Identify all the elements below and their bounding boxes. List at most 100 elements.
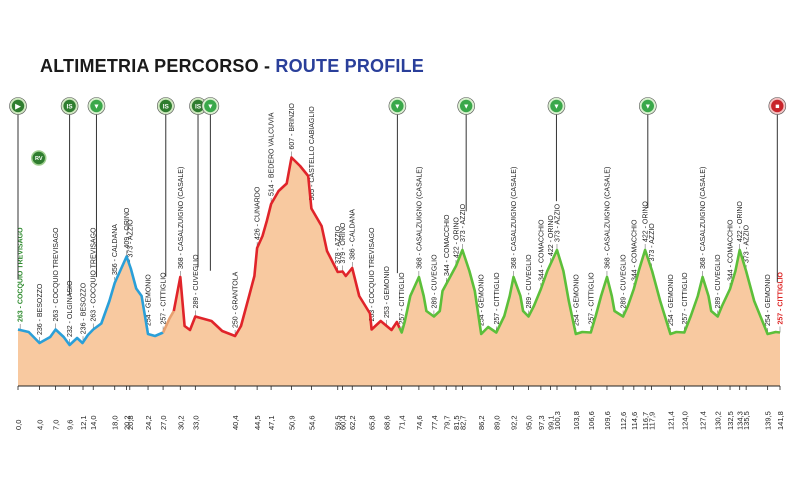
km-tick-label: 59,5 — [334, 415, 343, 430]
place-label: 356 - CALDANA — [112, 224, 119, 275]
place-label: 422 - ORINO — [548, 215, 555, 256]
kom-icon-glyph: ▼ — [463, 104, 470, 111]
profile-line-tan — [161, 310, 175, 334]
place-label: 257 - CITTIGLIO — [778, 271, 785, 324]
sprint-icon-glyph: IS — [67, 104, 74, 111]
km-tick-label: 109,6 — [603, 411, 612, 430]
place-label: 254 - GEMONIO — [765, 274, 772, 326]
place-label: 514 - BEDERO VALCUVIA — [269, 112, 276, 196]
km-tick-label: 54,6 — [307, 415, 316, 430]
kom-icon-inner — [90, 99, 103, 113]
place-label: 607 - BRINZIO — [289, 103, 296, 150]
place-label: 263 - COCQUIO TREVISAGO — [91, 227, 98, 322]
place-label: 378 - AZZIO — [335, 225, 342, 264]
km-tick-label: 40,4 — [231, 415, 240, 430]
km-tick-label: 7,0 — [52, 420, 61, 430]
kom-icon-glyph: ▼ — [394, 104, 401, 111]
km-tick-label: 127,4 — [699, 411, 708, 430]
profile-line-red — [172, 156, 401, 338]
kom-icon-inner — [204, 99, 217, 113]
place-label: 289 - CUVEGLIO — [193, 254, 200, 309]
km-tick-label: 71,4 — [398, 415, 407, 430]
km-tick-label: 135,5 — [742, 411, 751, 430]
start-icon-inner — [11, 99, 25, 113]
place-label: 422 - ORINO — [643, 201, 650, 242]
place-label: 379 - ORINO — [340, 222, 347, 263]
place-label: 289 - CUVEGLIO — [621, 254, 628, 309]
place-label: 368 - CASALZUIGNO (CASALE) — [178, 167, 185, 269]
place-label: 257 - CITTIGLIO — [588, 272, 595, 325]
km-tick-label: 4,0 — [35, 420, 44, 430]
km-tick-label: 106,6 — [587, 411, 596, 430]
place-label: 254 - GEMONIO — [573, 274, 580, 326]
place-label: 236 - BESOZZO — [37, 283, 44, 335]
badge-icon — [30, 150, 47, 166]
sprint-icon-inner — [159, 99, 172, 113]
km-tick-label: 65,8 — [368, 415, 377, 430]
title-part2: ROUTE PROFILE — [275, 56, 425, 76]
km-tick-label: 97,3 — [537, 415, 546, 430]
place-label: 289 - CUVEGLIO — [526, 254, 533, 309]
km-tick-label: 0,0 — [14, 420, 23, 430]
km-tick-label: 68,6 — [383, 415, 392, 430]
km-tick-label: 121,4 — [666, 411, 675, 430]
place-label: 368 - CASALZUIGNO (CASALE) — [604, 167, 611, 269]
kom-icon-inner — [550, 99, 563, 113]
km-tick-label: 24,2 — [144, 415, 153, 430]
place-label: 236 - BESOZZO — [81, 282, 88, 334]
place-label: 344 - COMACCHIO — [538, 219, 545, 281]
place-label: 263 - COCQUIO TREVISAGO — [369, 227, 376, 322]
place-label: 344 - COMACCHIO — [631, 219, 638, 281]
place-label: 254 - GEMONIO — [479, 274, 486, 326]
km-tick-label: 114,6 — [630, 412, 639, 430]
km-tick-label: 81,5 — [452, 415, 461, 430]
place-label: 289 - CUVEGLIO — [715, 254, 722, 309]
chart-title: ALTIMETRIA PERCORSO - ROUTE PROFILE — [40, 56, 424, 77]
km-tick-label: 134,3 — [736, 411, 745, 430]
kom-icon-glyph: ▼ — [207, 104, 214, 111]
km-tick-label: 99,1 — [547, 415, 556, 430]
km-tick-label: 18,0 — [111, 415, 120, 430]
place-label: 263 - COCQUIO TREVISAGO — [53, 227, 60, 322]
place-label: 373 - AZZIO — [744, 224, 751, 263]
km-tick-label: 62,2 — [348, 415, 357, 430]
badge-icon-text: RV — [35, 156, 43, 162]
km-tick-label: 89,0 — [492, 415, 501, 430]
km-tick-label: 30,2 — [176, 415, 185, 430]
place-label: 253 - GEMONIO — [384, 266, 391, 318]
km-tick-label: 27,0 — [159, 415, 168, 430]
km-tick-label: 95,0 — [525, 415, 534, 430]
place-label: 373 - AZZIO — [554, 203, 561, 242]
place-label: 254 - GEMONIO — [146, 274, 153, 326]
km-tick-label: 14,0 — [89, 415, 98, 430]
finish-icon-inner — [771, 99, 784, 113]
kom-icon-inner — [459, 99, 473, 113]
place-label: 422 - ORINO — [453, 217, 460, 258]
kom-icon-inner — [391, 99, 404, 113]
km-tick-label: 9,6 — [66, 420, 75, 430]
place-label: 289 - CUVEGLIO — [431, 254, 438, 309]
km-tick-label: 20,8 — [126, 415, 135, 430]
km-tick-label: 33,0 — [191, 415, 200, 430]
kom-icon-glyph: ▼ — [644, 104, 651, 111]
km-tick-label: 103,8 — [572, 411, 581, 430]
place-label: 368 - CASALZUIGNO (CASALE) — [416, 167, 423, 269]
km-tick-label: 82,7 — [458, 415, 467, 430]
place-label: 426 - CUNARDO — [255, 186, 262, 240]
place-label: 368 - CASALZUIGNO (CASALE) — [511, 167, 518, 269]
km-tick-label: 79,7 — [442, 415, 451, 430]
km-tick-label: 132,5 — [726, 411, 735, 430]
sprint-icon-inner — [63, 99, 76, 113]
profile-line-blue — [17, 255, 164, 347]
km-tick-label: 74,6 — [415, 415, 424, 430]
km-tick-label: 130,2 — [714, 411, 723, 430]
sprint-icon-glyph: IS — [195, 104, 202, 111]
km-tick-label: 20,2 — [123, 415, 132, 430]
place-label: 263 - COCQUIO TREVISAGO — [18, 227, 25, 322]
km-tick-label: 92,2 — [509, 415, 518, 430]
sprint-icon-glyph: IS — [163, 104, 170, 111]
km-tick-label: 47,1 — [267, 415, 276, 430]
km-tick-label: 141,8 — [776, 411, 785, 430]
place-label: 344 - COMACCHIO — [728, 219, 735, 281]
